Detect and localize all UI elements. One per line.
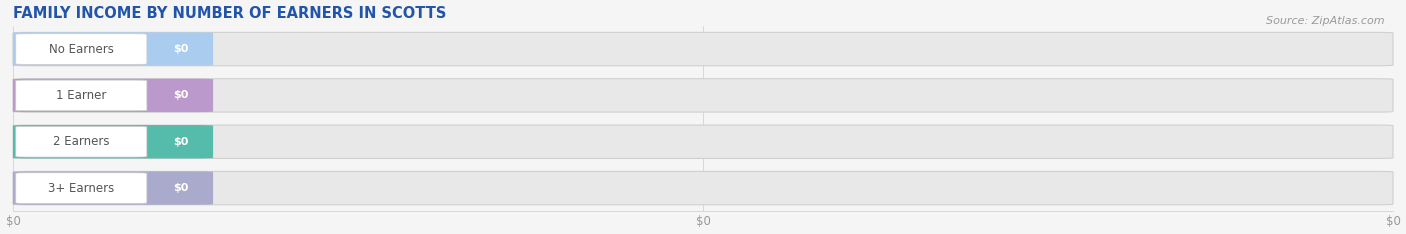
Text: $0: $0 [174,44,188,54]
FancyBboxPatch shape [15,173,146,203]
FancyBboxPatch shape [15,80,146,111]
Text: $0: $0 [174,90,188,100]
Text: $0: $0 [174,137,188,147]
FancyBboxPatch shape [13,172,1393,205]
FancyBboxPatch shape [13,32,214,66]
Text: 2 Earners: 2 Earners [53,135,110,148]
Text: No Earners: No Earners [49,43,114,55]
FancyBboxPatch shape [13,32,1393,66]
Text: 1 Earner: 1 Earner [56,89,107,102]
FancyBboxPatch shape [15,126,146,157]
FancyBboxPatch shape [15,34,146,64]
FancyBboxPatch shape [13,125,1393,158]
FancyBboxPatch shape [13,79,214,112]
FancyBboxPatch shape [13,172,214,205]
Text: $0: $0 [174,183,188,193]
Text: FAMILY INCOME BY NUMBER OF EARNERS IN SCOTTS: FAMILY INCOME BY NUMBER OF EARNERS IN SC… [13,6,446,21]
FancyBboxPatch shape [13,79,1393,112]
Text: Source: ZipAtlas.com: Source: ZipAtlas.com [1267,16,1385,26]
Text: 3+ Earners: 3+ Earners [48,182,114,195]
FancyBboxPatch shape [13,125,214,158]
